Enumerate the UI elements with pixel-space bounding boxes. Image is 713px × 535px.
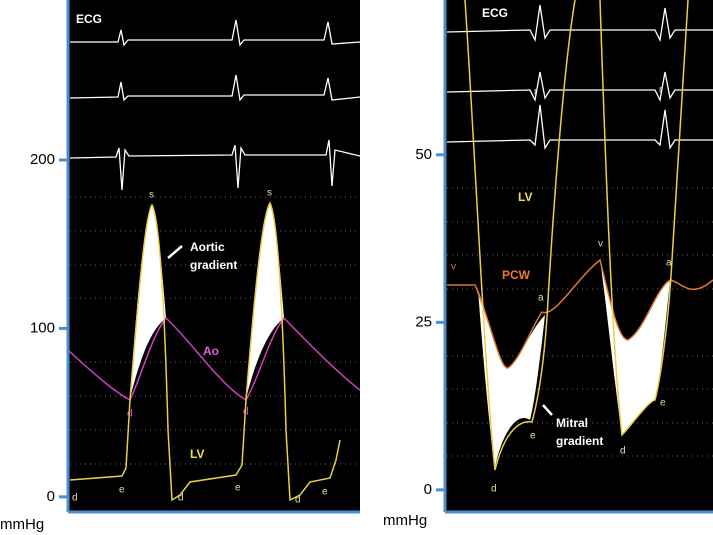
label: d (72, 493, 78, 504)
pointer (542, 404, 553, 416)
label: d (178, 493, 184, 504)
label: d (620, 446, 626, 457)
label: Aortic (190, 240, 225, 254)
panel-right (445, 0, 713, 512)
label: gradient (190, 258, 237, 272)
label: r (534, 87, 538, 98)
label: a (538, 293, 544, 304)
label: ECG (482, 6, 508, 20)
lv-trace (464, 0, 689, 471)
label: d (491, 484, 497, 495)
label: e (235, 483, 241, 494)
label: v (451, 262, 456, 273)
ecg-left (69, 19, 361, 191)
lv-trace (69, 201, 341, 502)
pointer (167, 245, 183, 259)
label: s (267, 188, 272, 199)
unit-label: mmHg (383, 512, 427, 529)
label: d (243, 407, 249, 418)
label: e (530, 431, 536, 442)
y-tick-label: 0 (47, 488, 55, 505)
label: Ao (203, 344, 219, 358)
aortic-gradient-fill (246, 203, 284, 398)
label: s (149, 190, 154, 201)
label: LV (518, 190, 532, 204)
grid-left (70, 196, 360, 465)
label: e (322, 487, 328, 498)
label: d (295, 495, 301, 506)
y-tick-label: 25 (415, 313, 432, 330)
label: e (660, 398, 666, 409)
label: gradient (556, 434, 603, 448)
y-tick-label: 100 (30, 319, 55, 336)
label: a (666, 258, 672, 269)
y-tick-label: 200 (30, 151, 55, 168)
label: PCW (502, 268, 531, 282)
unit-label: mmHg (0, 516, 44, 533)
label: LV (190, 447, 204, 461)
label: Mitral (556, 416, 588, 430)
label: v (598, 239, 603, 250)
y-tick-label: 0 (424, 481, 432, 498)
label: r (659, 85, 663, 96)
mitral-gradient-fill (478, 290, 545, 468)
y-tick-label: 50 (415, 146, 432, 163)
pcw-trace (447, 258, 713, 369)
panel-left (68, 0, 360, 512)
label: e (119, 485, 125, 496)
label: ECG (76, 12, 102, 26)
aortic-gradient-fill (130, 205, 166, 398)
label: d (127, 409, 133, 420)
